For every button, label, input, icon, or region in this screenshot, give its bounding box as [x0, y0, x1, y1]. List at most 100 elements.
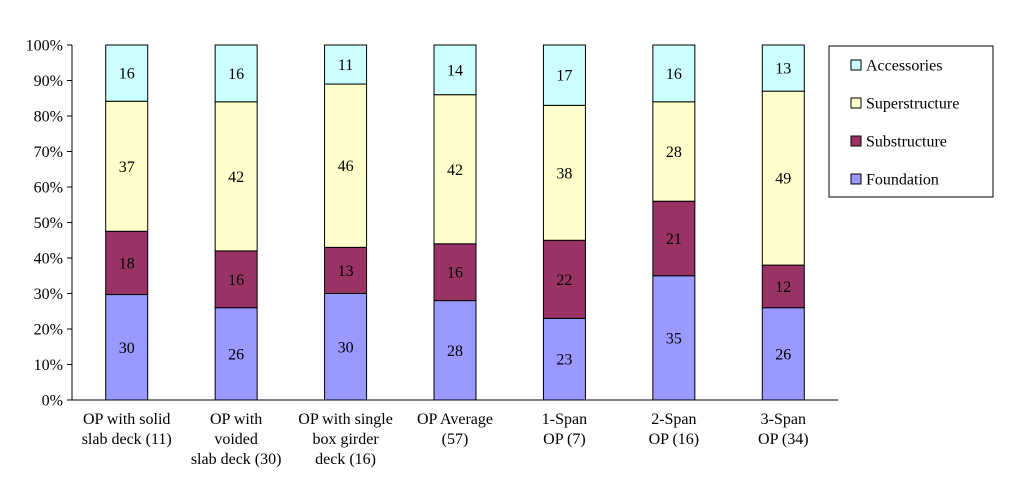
value-label-superstructure: 28 [666, 144, 682, 161]
legend-label-superstructure: Superstructure [866, 96, 959, 113]
y-tick-label: 40% [34, 251, 63, 268]
value-label-foundation: 30 [338, 339, 354, 356]
category-label-line: 2-Span [651, 411, 696, 428]
category-label-line: box girder [312, 431, 379, 448]
value-label-foundation: 26 [775, 346, 791, 363]
value-label-accessories: 16 [666, 66, 682, 83]
legend-swatch-substructure [850, 135, 862, 147]
y-tick-label: 80% [34, 109, 63, 126]
category-label-line: voided [214, 431, 258, 448]
bar-segment-accessories [542, 44, 586, 106]
axes [71, 45, 838, 401]
value-label-foundation: 35 [666, 330, 682, 347]
bar-segment-superstructure [652, 101, 696, 202]
category-label-line: OP Average [417, 411, 493, 428]
y-tick-label: 90% [34, 73, 63, 90]
value-label-substructure: 12 [775, 279, 791, 296]
bar-segment-foundation [324, 293, 368, 401]
legend: Accessories Superstructure Substructure Fou… [828, 45, 994, 198]
legend-swatch-accessories [850, 59, 862, 71]
category-label: OP Average (57) [417, 411, 493, 448]
value-label-superstructure: 46 [338, 158, 354, 175]
y-tick-label: 50% [34, 215, 63, 232]
category-label: OP with solid slab deck (11) [82, 411, 172, 448]
value-label-superstructure: 42 [447, 162, 463, 179]
category-label-line: OP (34) [758, 431, 809, 448]
bar-value-labels: 30 18 37 16 26 16 42 16 30 13 46 11 28 16 42 14 23 22 38 17… [119, 57, 792, 369]
legend-label-accessories: Accessories [866, 58, 942, 75]
category-label: OP with single box girder deck (16) [298, 411, 393, 468]
value-label-substructure: 16 [228, 272, 244, 289]
value-label-substructure: 21 [666, 231, 682, 248]
y-tick-label: 20% [34, 322, 63, 339]
bar-segment-accessories [324, 44, 368, 85]
bar-segment-accessories [433, 44, 477, 96]
value-label-foundation: 30 [119, 340, 135, 357]
y-tick-label: 70% [34, 144, 63, 161]
bar-segment-superstructure [324, 83, 368, 248]
category-label: 2-Span OP (16) [649, 411, 700, 448]
value-label-foundation: 26 [228, 346, 244, 363]
category-label-line: 3-Span [761, 411, 806, 428]
value-label-superstructure: 37 [119, 159, 135, 176]
value-label-superstructure: 49 [775, 171, 791, 188]
value-label-foundation: 23 [556, 352, 572, 369]
bar-segment-accessories [652, 44, 696, 103]
category-label-line: OP (16) [649, 431, 700, 448]
value-label-substructure: 13 [338, 263, 354, 280]
bar-segment-accessories [105, 44, 149, 102]
value-label-accessories: 16 [119, 66, 135, 83]
category-label-line: OP (7) [543, 431, 586, 448]
value-label-substructure: 22 [556, 272, 572, 289]
category-label-line: OP with [210, 411, 262, 428]
y-tick-label: 0% [42, 393, 63, 410]
bar-segment-superstructure [542, 104, 586, 241]
category-label-line: slab deck (11) [82, 431, 172, 448]
category-label: 1-Span OP (7) [542, 411, 587, 448]
y-tick-label: 60% [34, 180, 63, 197]
value-label-accessories: 11 [338, 57, 353, 74]
y-tick-label: 10% [34, 357, 63, 374]
bar-segment-foundation [433, 300, 477, 401]
legend-box [828, 45, 994, 198]
category-label-line: OP with single [298, 411, 393, 428]
legend-label-substructure: Substructure [866, 134, 947, 151]
bar-segment-superstructure [761, 90, 805, 266]
bar-segment-foundation [214, 307, 258, 401]
category-label-line: (57) [442, 431, 469, 448]
value-label-substructure: 18 [119, 255, 135, 272]
value-label-substructure: 16 [447, 265, 463, 282]
legend-swatch-superstructure [850, 97, 862, 109]
bar-segment-accessories [761, 44, 805, 92]
bar-segment-foundation [652, 275, 696, 401]
y-axis-ticks: 0% 10% 20% 30% 40% 50% 60% 70% 80% 90% 100% [26, 38, 72, 410]
bar-segment-foundation [105, 294, 149, 401]
value-label-accessories: 13 [775, 61, 791, 78]
bar-segment-substructure [652, 200, 696, 277]
category-label-line: OP with solid [83, 411, 170, 428]
value-label-superstructure: 42 [228, 169, 244, 186]
category-label: 3-Span OP (34) [758, 411, 809, 448]
value-label-superstructure: 38 [556, 165, 572, 182]
bar-segment-superstructure [433, 94, 477, 245]
legend-swatch-foundation [850, 173, 862, 185]
category-label-line: 1-Span [542, 411, 587, 428]
bar-segment-substructure [324, 246, 368, 295]
bar-segment-substructure [542, 239, 586, 319]
y-tick-label: 30% [34, 286, 63, 303]
bar-segment-substructure [105, 230, 149, 296]
category-label-line: deck (16) [315, 451, 376, 468]
value-label-accessories: 14 [447, 62, 463, 79]
y-tick-label: 100% [26, 38, 63, 55]
value-label-foundation: 28 [447, 343, 463, 360]
bar-segment-superstructure [105, 100, 149, 232]
value-label-accessories: 17 [556, 68, 572, 85]
category-label-line: slab deck (30) [191, 451, 282, 468]
category-label: OP with voided slab deck (30) [191, 411, 282, 468]
legend-label-foundation: Foundation [866, 172, 939, 189]
bar-segment-accessories [214, 44, 258, 103]
bars [105, 44, 805, 401]
category-labels: OP with solid slab deck (11) OP with voided… [82, 411, 809, 468]
value-label-accessories: 16 [228, 66, 244, 83]
